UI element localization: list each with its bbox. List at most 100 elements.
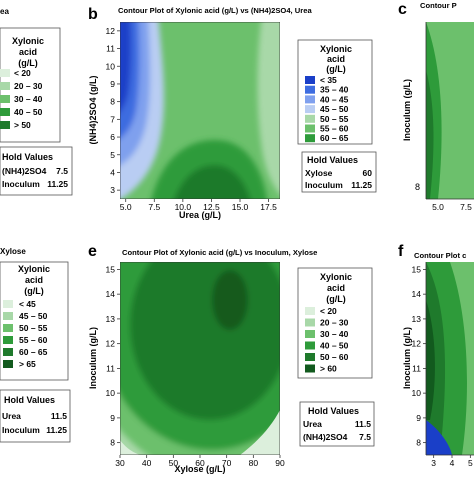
- hold-value: 7.5: [56, 166, 68, 176]
- legend-item: 35 – 40: [320, 85, 349, 95]
- legend-swatch: [305, 134, 315, 143]
- hold-values-title: Hold Values: [307, 155, 358, 165]
- legend-item: 40 – 50: [320, 341, 349, 351]
- legend-swatch: [305, 307, 315, 315]
- contour-band-55-60: [257, 22, 280, 195]
- legend-item: 20 – 30: [320, 318, 349, 328]
- left-top-title-fragment: ea: [0, 7, 9, 16]
- legend-title-line: acid: [25, 275, 43, 285]
- hold-value: 11.25: [351, 180, 372, 190]
- y-tick-label: 8: [416, 438, 421, 448]
- x-tick-label: 5: [468, 458, 473, 468]
- panel-e-axes: 30 40 50 60 70 80 90 8 9 10 11 12 13 14 15: [106, 264, 285, 468]
- panel-c-ylabel: Inoculum (g/L): [402, 79, 412, 141]
- legend-title-line: acid: [327, 283, 345, 293]
- panel-b-xlabel: Urea (g/L): [179, 210, 221, 220]
- y-tick-label: 14: [106, 289, 116, 299]
- legend-title-line: Xylonic: [320, 272, 352, 282]
- hold-value: 60: [363, 168, 373, 178]
- hold-label: Inoculum: [2, 179, 40, 189]
- y-tick-label: 13: [412, 314, 422, 324]
- legend-title-line: Xylonic: [12, 36, 44, 46]
- y-tick-label: 4: [110, 167, 115, 177]
- legend-item: 50 – 55: [19, 323, 48, 333]
- x-tick-label: 17.5: [260, 202, 277, 212]
- y-tick-label: 15: [412, 264, 422, 274]
- left-bottom-legend: Xylonic acid (g/L) < 45 45 – 50 50 – 55 55 …: [0, 261, 69, 381]
- legend-swatch: [305, 318, 315, 327]
- panel-f-contour-area: [426, 262, 474, 455]
- y-tick-label: 9: [110, 413, 115, 423]
- legend-swatch: [305, 124, 315, 133]
- legend-title-line: (g/L): [326, 294, 346, 304]
- x-tick-label: 80: [249, 458, 259, 468]
- y-tick-label: 8: [110, 97, 115, 107]
- legend-item: > 65: [19, 359, 36, 369]
- x-tick-label: 30: [115, 458, 125, 468]
- panel-f-axes: 8 9 10 11 12 13 14 15 3 4 5: [412, 264, 473, 468]
- hold-label: (NH4)2SO4: [303, 432, 348, 442]
- legend-swatch: [305, 364, 315, 373]
- legend-title-line: (g/L): [18, 58, 38, 68]
- y-tick-label: 13: [106, 314, 116, 324]
- legend-title-line: acid: [327, 54, 345, 64]
- panel-f-ylabel: Inoculum (g/L): [402, 327, 412, 389]
- y-tick-label: 12: [106, 339, 116, 349]
- legend-item: 55 – 60: [19, 335, 48, 345]
- x-tick-label: 3: [431, 458, 436, 468]
- legend-swatch: [0, 82, 10, 90]
- hold-label: Xylose: [305, 168, 333, 178]
- legend-item: 50 – 55: [320, 114, 349, 124]
- hold-label: Urea: [2, 411, 21, 421]
- legend-item: 55 – 60: [320, 124, 349, 134]
- y-tick-label: 11: [412, 363, 421, 373]
- legend-item: > 60: [320, 364, 337, 374]
- legend-title-line: (g/L): [326, 64, 346, 74]
- legend-item: 30 – 40: [14, 94, 43, 104]
- legend-swatch: [0, 108, 10, 116]
- legend-swatch: [305, 341, 315, 350]
- panel-b-title: Contour Plot of Xylonic acid (g/L) vs (N…: [118, 6, 312, 15]
- y-tick-label: 11: [106, 363, 115, 373]
- panel-b-axes: 5.0 7.5 10.0 12.5 15.0 17.5 3 4 5 6 7 8 9 10 11 12: [106, 26, 278, 212]
- legend-item: 50 – 60: [320, 352, 349, 362]
- legend-swatch: [305, 114, 315, 123]
- legend-swatch: [305, 85, 315, 94]
- legend-item: 45 – 50: [320, 104, 349, 114]
- x-tick-label: 90: [275, 458, 285, 468]
- panel-e-title: Contour Plot of Xylonic acid (g/L) vs In…: [122, 248, 317, 257]
- left-bottom-title-fragment: Xylose: [0, 247, 26, 256]
- x-tick-label: 15.0: [232, 202, 249, 212]
- y-tick-label: 9: [416, 413, 421, 423]
- legend-item: < 35: [320, 75, 337, 85]
- legend-swatch: [3, 336, 13, 344]
- x-tick-label: 7.5: [148, 202, 160, 212]
- y-tick-label: 14: [412, 289, 422, 299]
- left-bottom-hold-values: Hold Values Urea 11.5 Inoculum 11.25: [0, 389, 71, 443]
- x-tick-label: 12.5: [203, 202, 220, 212]
- y-tick-label: 3: [110, 185, 115, 195]
- left-top-hold-values: Hold Values (NH4)2SO4 7.5 Inoculum 11.25: [0, 146, 73, 196]
- hold-label: Urea: [303, 419, 322, 429]
- y-tick-label: 6: [110, 132, 115, 142]
- y-tick-label: 12: [412, 339, 422, 349]
- y-tick-label: 5: [110, 150, 115, 160]
- legend-swatch: [0, 69, 10, 77]
- legend-swatch: [305, 105, 315, 114]
- legend-title-line: Xylonic: [320, 44, 352, 54]
- panel-e-xlabel: Xylose (g/L): [174, 464, 225, 474]
- y-tick-label: 10: [106, 61, 116, 71]
- legend-swatch: [305, 95, 315, 104]
- legend-item: > 50: [14, 120, 31, 130]
- legend-swatch: [3, 348, 13, 356]
- legend-swatch: [305, 76, 315, 84]
- panel-b-contour-area: [120, 22, 280, 199]
- hold-label: (NH4)2SO4: [2, 166, 47, 176]
- hold-label: Inoculum: [305, 180, 343, 190]
- legend-title-line: acid: [19, 47, 37, 57]
- legend-item: 45 – 50: [19, 311, 48, 321]
- hold-value: 11.5: [355, 419, 371, 429]
